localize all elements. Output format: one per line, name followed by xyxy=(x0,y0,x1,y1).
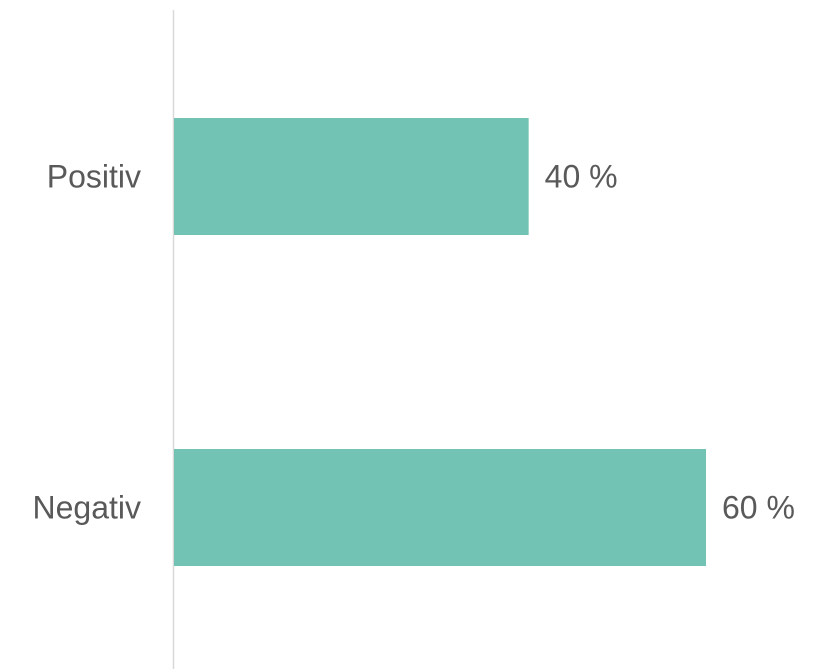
value-label-negativ: 60 % xyxy=(722,490,795,526)
category-label-negativ: Negativ xyxy=(33,490,142,526)
bar-negativ xyxy=(174,449,706,566)
bars-layer xyxy=(174,118,706,566)
category-label-positiv: Positiv xyxy=(47,159,141,195)
value-label-positiv: 40 % xyxy=(545,159,618,195)
bar-positiv xyxy=(174,118,529,235)
labels-layer: Positiv 40 % Negativ 60 % xyxy=(33,159,795,526)
